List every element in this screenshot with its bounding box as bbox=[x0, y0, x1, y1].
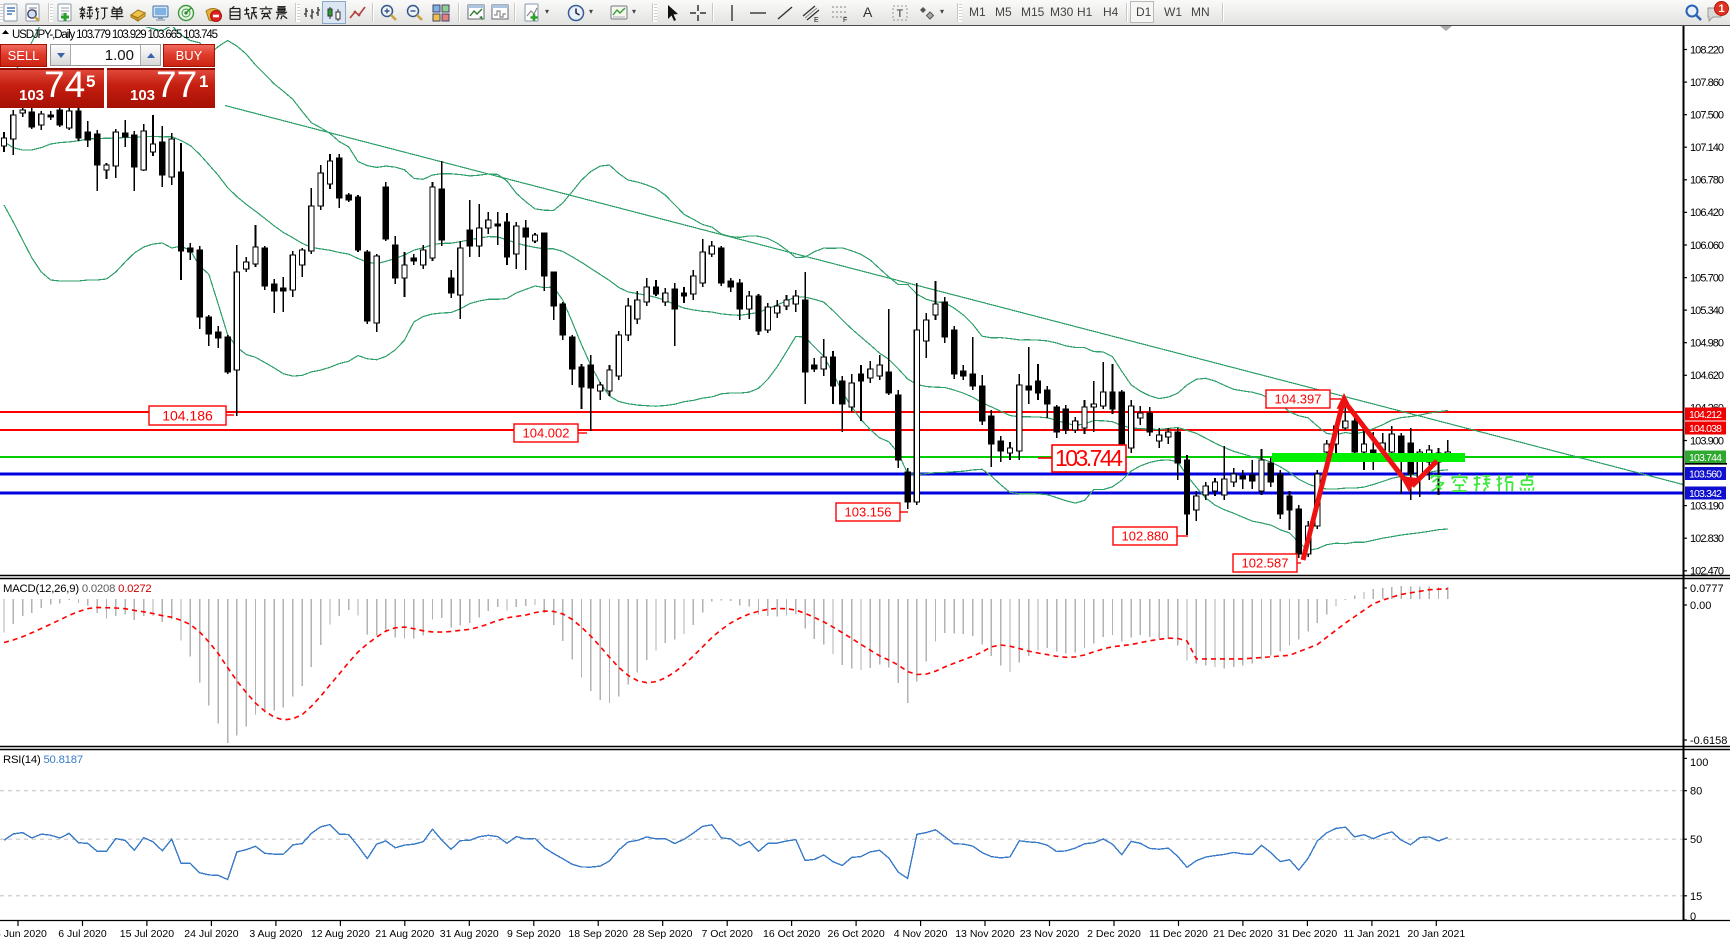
svg-text:25 Jun 2020: 25 Jun 2020 bbox=[0, 928, 47, 940]
svg-text:102.880: 102.880 bbox=[1122, 529, 1169, 544]
svg-text:31 Dec 2020: 31 Dec 2020 bbox=[1278, 928, 1338, 940]
svg-text:11 Dec 2020: 11 Dec 2020 bbox=[1149, 928, 1208, 940]
svg-text:106.060: 106.060 bbox=[1690, 240, 1724, 252]
svg-text:104.038: 104.038 bbox=[1689, 423, 1722, 435]
svg-text:104.212: 104.212 bbox=[1689, 409, 1722, 421]
svg-text:0.00: 0.00 bbox=[1690, 600, 1711, 612]
svg-text:103.190: 103.190 bbox=[1690, 500, 1724, 512]
svg-text:103.342: 103.342 bbox=[1689, 488, 1722, 500]
svg-text:104.980: 104.980 bbox=[1690, 338, 1724, 350]
svg-text:7 Oct 2020: 7 Oct 2020 bbox=[702, 928, 754, 940]
svg-text:102.587: 102.587 bbox=[1242, 556, 1289, 571]
svg-text:6 Jul 2020: 6 Jul 2020 bbox=[58, 928, 107, 940]
svg-text:104.186: 104.186 bbox=[162, 408, 213, 424]
svg-text:RSI(14) 50.8187: RSI(14) 50.8187 bbox=[3, 754, 83, 766]
svg-text:103.560: 103.560 bbox=[1689, 468, 1722, 480]
svg-text:107.140: 107.140 bbox=[1690, 142, 1724, 154]
svg-text:103.156: 103.156 bbox=[845, 505, 892, 520]
svg-text:107.500: 107.500 bbox=[1690, 110, 1724, 122]
svg-text:104.002: 104.002 bbox=[523, 426, 570, 441]
svg-text:21 Dec 2020: 21 Dec 2020 bbox=[1213, 928, 1273, 940]
svg-text:26 Oct 2020: 26 Oct 2020 bbox=[827, 928, 884, 940]
svg-text:107.860: 107.860 bbox=[1690, 77, 1724, 89]
svg-text:0: 0 bbox=[1690, 911, 1696, 923]
svg-text:15: 15 bbox=[1690, 891, 1702, 903]
svg-text:11 Jan 2021: 11 Jan 2021 bbox=[1343, 928, 1400, 940]
svg-text:21 Aug 2020: 21 Aug 2020 bbox=[375, 928, 434, 940]
svg-text:12 Aug 2020: 12 Aug 2020 bbox=[311, 928, 370, 940]
svg-text:3 Aug 2020: 3 Aug 2020 bbox=[249, 928, 302, 940]
svg-text:108.220: 108.220 bbox=[1690, 44, 1724, 56]
svg-text:E: E bbox=[814, 17, 819, 23]
svg-text:9 Sep 2020: 9 Sep 2020 bbox=[507, 928, 561, 940]
svg-text:102.830: 102.830 bbox=[1690, 533, 1724, 545]
svg-text:18 Sep 2020: 18 Sep 2020 bbox=[568, 928, 628, 940]
svg-text:106.780: 106.780 bbox=[1690, 175, 1724, 187]
svg-text:104.397: 104.397 bbox=[1275, 392, 1322, 407]
svg-text:105.700: 105.700 bbox=[1690, 272, 1724, 284]
svg-text:T: T bbox=[897, 8, 904, 20]
svg-text:24 Jul 2020: 24 Jul 2020 bbox=[184, 928, 238, 940]
svg-text:31 Aug 2020: 31 Aug 2020 bbox=[440, 928, 499, 940]
svg-text:102.470: 102.470 bbox=[1690, 566, 1724, 578]
svg-text:103.744: 103.744 bbox=[1689, 452, 1722, 464]
svg-text:28 Sep 2020: 28 Sep 2020 bbox=[633, 928, 693, 940]
svg-text:USDJPY-,Daily 103.779 103.929: USDJPY-,Daily 103.779 103.929 103.665 10… bbox=[12, 29, 218, 41]
svg-text:104.620: 104.620 bbox=[1690, 370, 1724, 382]
svg-text:80: 80 bbox=[1690, 786, 1702, 798]
svg-text:105.340: 105.340 bbox=[1690, 305, 1724, 317]
svg-text:2 Dec 2020: 2 Dec 2020 bbox=[1087, 928, 1141, 940]
svg-text:16 Oct 2020: 16 Oct 2020 bbox=[763, 928, 820, 940]
svg-text:F: F bbox=[843, 17, 847, 23]
svg-text:103.744: 103.744 bbox=[1055, 445, 1123, 471]
svg-text:0.0777: 0.0777 bbox=[1690, 583, 1724, 595]
svg-text:20 Jan 2021: 20 Jan 2021 bbox=[1407, 928, 1465, 940]
svg-text:4 Nov 2020: 4 Nov 2020 bbox=[894, 928, 948, 940]
svg-text:MACD(12,26,9) 0.0208 0.0272: MACD(12,26,9) 0.0208 0.0272 bbox=[3, 583, 152, 595]
svg-text:23 Nov 2020: 23 Nov 2020 bbox=[1020, 928, 1080, 940]
svg-text:13 Nov 2020: 13 Nov 2020 bbox=[955, 928, 1015, 940]
svg-text:106.420: 106.420 bbox=[1690, 207, 1724, 219]
svg-text:50: 50 bbox=[1690, 834, 1702, 846]
svg-text:-0.6158: -0.6158 bbox=[1690, 735, 1727, 747]
svg-text:15 Jul 2020: 15 Jul 2020 bbox=[120, 928, 174, 940]
svg-text:103.900: 103.900 bbox=[1690, 435, 1724, 447]
svg-text:100: 100 bbox=[1690, 757, 1708, 769]
